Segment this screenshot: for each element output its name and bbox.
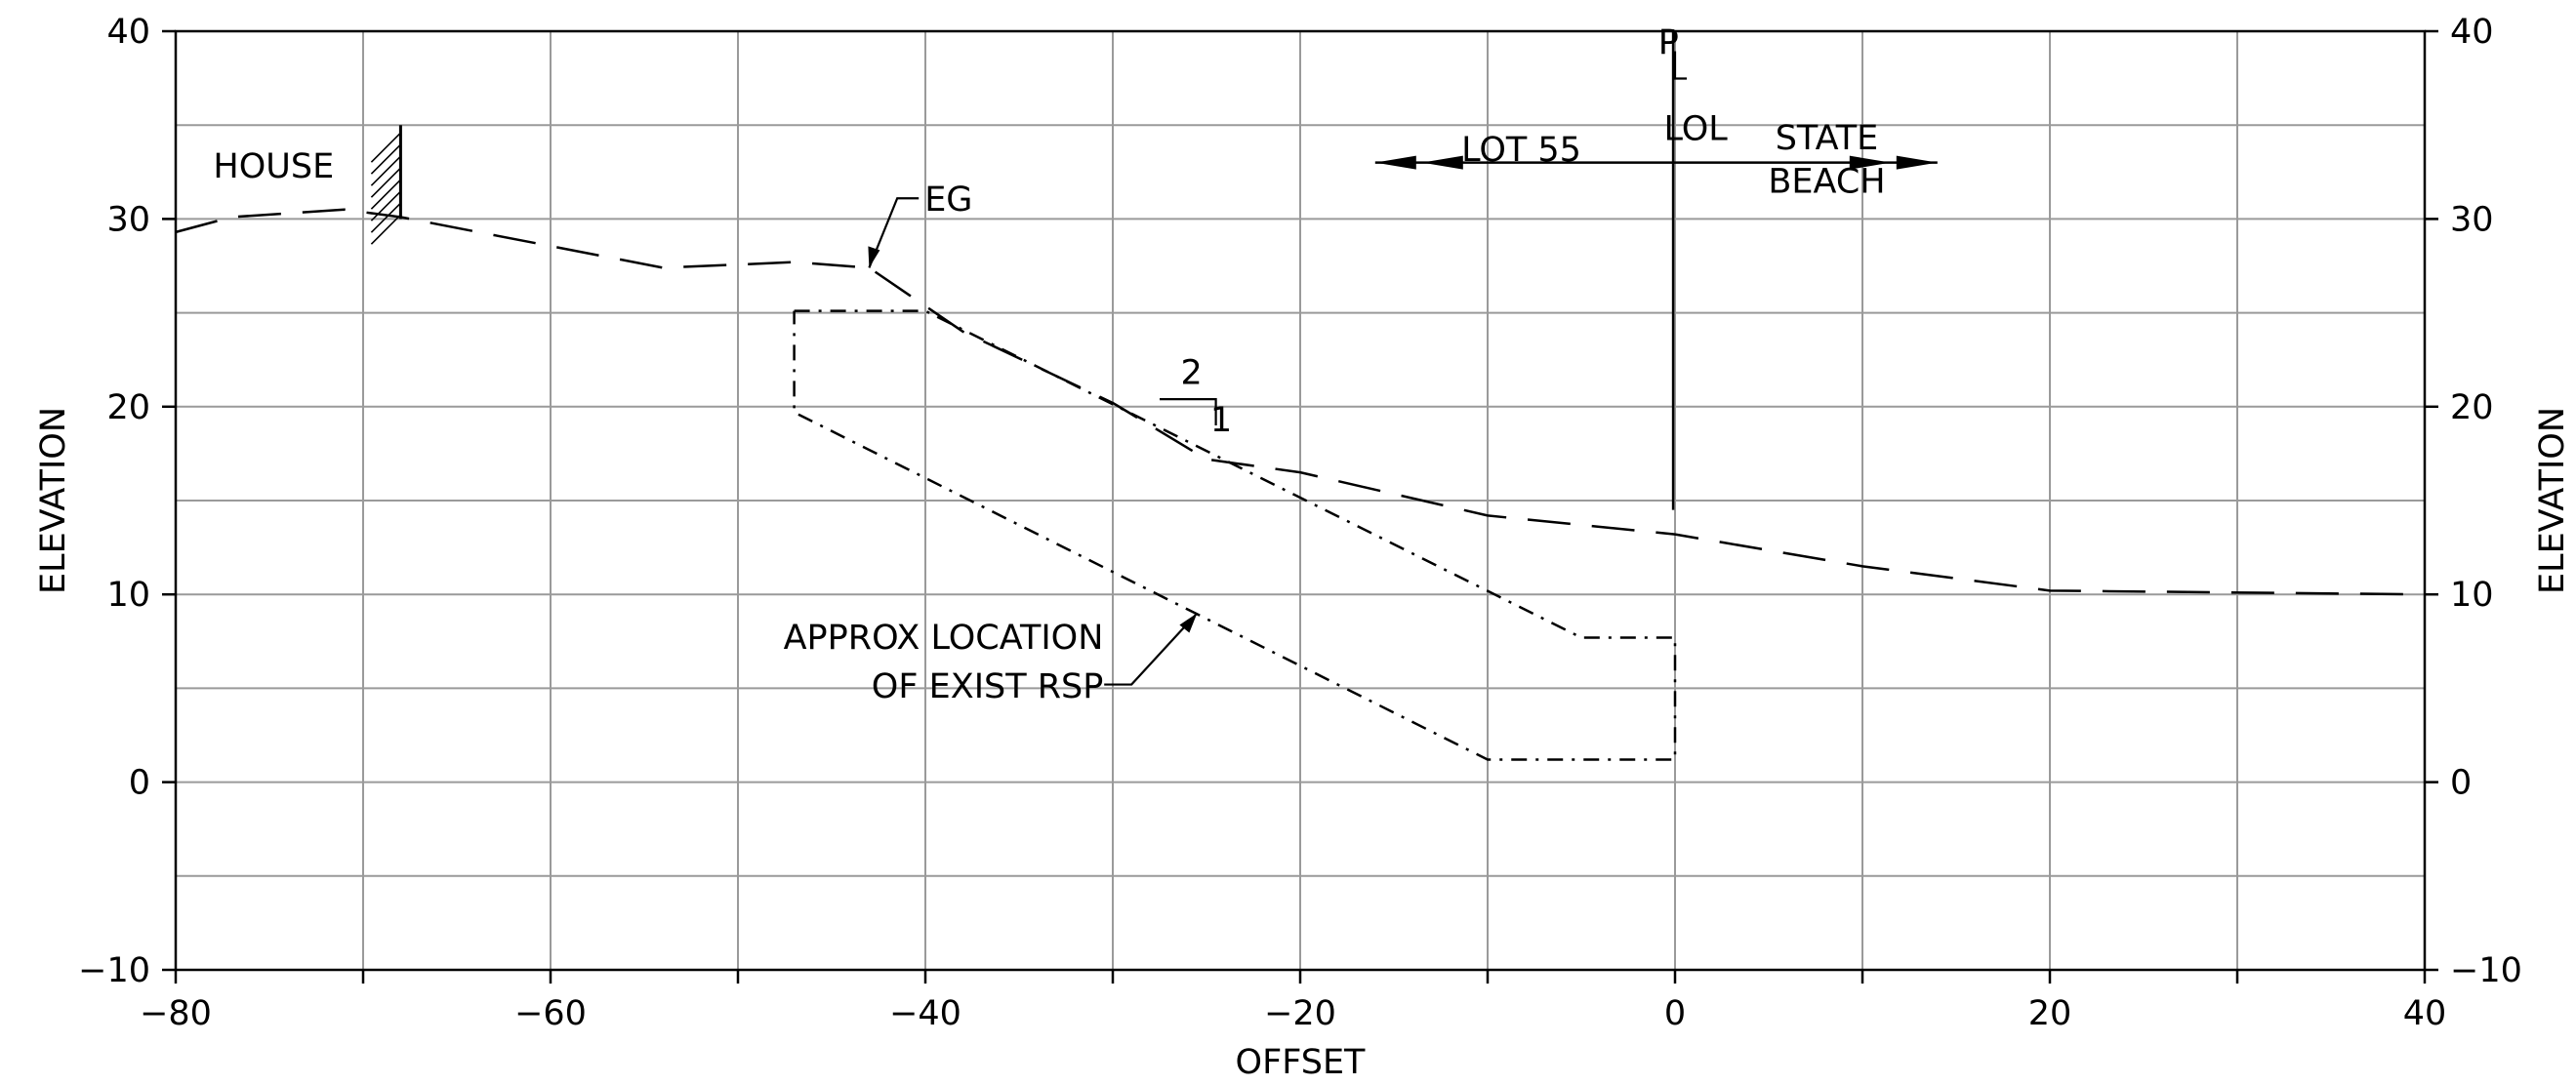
- arrowhead: [1421, 155, 1463, 170]
- hatch-line: [370, 202, 401, 233]
- grid: [176, 31, 2425, 970]
- y-tick-label-left: 30: [106, 200, 150, 239]
- slope-rise-label: 2: [1180, 354, 1202, 393]
- arrowhead: [1849, 155, 1891, 170]
- hatch-line: [370, 143, 401, 175]
- house-label: HOUSE: [213, 147, 334, 186]
- y-axis-title-right: ELEVATION: [2533, 407, 2572, 594]
- arrowhead: [1374, 155, 1416, 170]
- hatch-line: [370, 167, 401, 198]
- slope-run-label: 1: [1210, 401, 1232, 440]
- arrowhead: [1896, 155, 1938, 170]
- rsp-label-line1: APPROX LOCATION: [784, 619, 1104, 658]
- hatch-line: [370, 132, 401, 163]
- eg-leader-arrowhead: [868, 246, 880, 268]
- series-line-eg: [175, 208, 2426, 596]
- y-tick-label-right: 10: [2450, 576, 2494, 615]
- lol-label: LOL: [1663, 110, 1728, 149]
- x-tick-label: −80: [140, 994, 212, 1033]
- series-line-section-1: [793, 309, 1677, 761]
- beach-label: BEACH: [1768, 162, 1885, 201]
- x-tick-label: 40: [2403, 994, 2447, 1033]
- x-axis-title: OFFSET: [1236, 1043, 1367, 1082]
- y-tick-label-right: 0: [2450, 764, 2472, 803]
- centerline-subscript: [1673, 51, 1687, 80]
- y-tick-label-left: 0: [129, 764, 150, 803]
- y-tick-label-right: 40: [2450, 13, 2494, 52]
- rsp-leader-arrowhead: [1179, 613, 1198, 633]
- x-tick-label: 0: [1664, 994, 1686, 1033]
- eg-label: EG: [924, 181, 972, 220]
- y-tick-label-left: −10: [78, 951, 150, 990]
- y-tick-label-right: −10: [2450, 951, 2522, 990]
- y-tick-label-left: 20: [106, 388, 150, 427]
- lot-label: LOT 55: [1461, 131, 1581, 170]
- series-layer: [175, 29, 2426, 761]
- annotations-graphics: [868, 51, 1938, 686]
- y-tick-label-right: 30: [2450, 200, 2494, 239]
- hatch-line: [370, 190, 401, 221]
- y-axis-title-left: ELEVATION: [34, 407, 73, 594]
- eg-leader: [868, 197, 920, 268]
- hatch-line: [370, 214, 401, 245]
- y-tick-label-left: 10: [106, 576, 150, 615]
- y-tick-label-left: 40: [106, 13, 150, 52]
- x-tick-label: −20: [1264, 994, 1336, 1033]
- rsp-leader: [1104, 612, 1199, 686]
- y-tick-label-right: 20: [2450, 388, 2494, 427]
- house-wall: [370, 125, 402, 245]
- x-tick-label: −60: [514, 994, 587, 1033]
- slope-symbol: [1160, 398, 1217, 426]
- hatch-line: [370, 155, 401, 186]
- x-tick-label: 20: [2028, 994, 2072, 1033]
- hatch-line: [370, 179, 401, 210]
- x-tick-label: −40: [889, 994, 961, 1033]
- rsp-label-line2: OF EXIST RSP: [872, 667, 1104, 706]
- state-label: STATE: [1776, 119, 1879, 158]
- centerline-symbol: P: [1658, 23, 1679, 62]
